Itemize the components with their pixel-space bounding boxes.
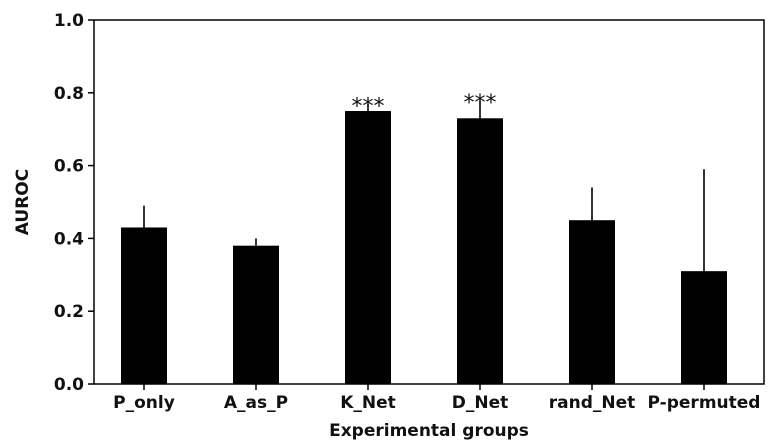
x-tick-label: P-permuted [648,393,761,413]
y-axis: 0.0 0.2 0.4 0.6 0.8 1.0 [54,11,94,395]
x-axis-title: Experimental groups [329,421,529,441]
bar [457,118,503,384]
y-tick-label: 0.4 [54,229,84,249]
y-axis-title: AUROC [13,169,33,235]
plot-frame [93,19,765,385]
bar [233,245,279,384]
x-tick-label: P_only [113,393,175,413]
x-axis: P_only A_as_P K_Net D_Net rand_Net P-permuted [113,384,760,413]
bar [681,271,727,384]
x-tick-label: K_Net [340,393,396,413]
significance-label: *** [352,95,385,120]
y-tick-label: 0.8 [54,84,84,104]
y-tick-label: 0.6 [54,157,84,177]
x-tick-label: D_Net [452,393,509,413]
bar [569,220,615,384]
bar [121,227,167,384]
y-tick-label: 0.0 [54,375,84,395]
x-tick-label: A_as_P [224,393,288,413]
significance-label: *** [464,91,497,116]
significance-labels-group: *** *** [352,91,497,120]
bars-group [121,111,727,384]
y-tick-label: 0.2 [54,302,84,322]
error-bars-group [143,100,705,272]
x-tick-label: rand_Net [549,393,636,413]
y-tick-label: 1.0 [54,11,84,31]
bar [345,111,391,384]
